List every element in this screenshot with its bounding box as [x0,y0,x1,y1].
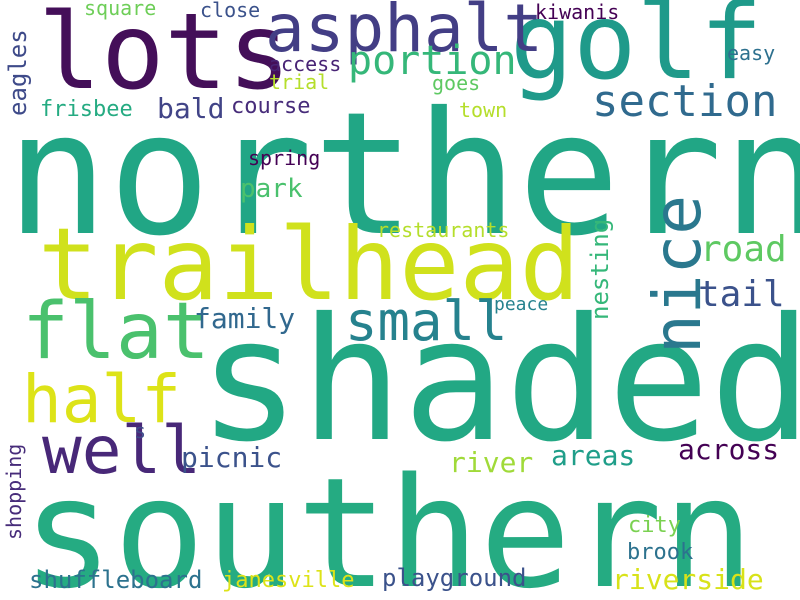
word-flat: flat [22,287,210,377]
word-trial: trial [269,70,330,94]
word-small: small [345,290,508,353]
word-family: family [194,302,296,335]
word-restaurants: restaurants [377,218,510,242]
word-half: half [22,361,181,438]
word-shopping: shopping [2,443,26,540]
word-eagles: eagles [4,29,32,116]
word-town: town [459,98,508,122]
word-lots: lots [38,0,291,113]
word-s: s [134,419,147,443]
word-janesville: janesville [222,568,355,593]
word-river: river [449,446,534,479]
word-kiwanis: kiwanis [535,0,620,24]
word-golf: golf [510,0,763,103]
word-access: access [269,52,342,76]
word-across: across [678,433,780,466]
word-square: square [84,0,157,20]
word-peace: peace [494,294,549,315]
word-playground: playground [382,564,527,592]
word-frisbee: frisbee [40,97,133,122]
word-brook: brook [627,540,694,565]
word-portion: portion [348,38,517,84]
word-course: course [231,94,311,119]
word-section: section [592,76,778,127]
word-road: road [700,229,787,270]
word-close: close [200,0,261,22]
word-tail: tail [698,274,785,315]
word-bald: bald [157,92,225,125]
word-northern: northern [6,76,800,274]
word-park: park [240,174,303,204]
word-shuffleboard: shuffleboard [29,566,203,594]
word-well: well [42,412,201,489]
word-spring: spring [248,146,321,170]
word-easy: easy [727,41,776,65]
word-southern: southern [22,445,755,600]
word-nesting: nesting [586,218,614,320]
word-picnic: picnic [181,441,283,474]
word-goes: goes [432,71,481,95]
word-city: city [628,513,681,538]
word-areas: areas [551,439,636,472]
word-riverside: riverside [612,563,764,596]
word-asphalt: asphalt [265,0,544,67]
word-shaded: shaded [198,282,800,480]
word-trailhead: trailhead [38,206,580,323]
